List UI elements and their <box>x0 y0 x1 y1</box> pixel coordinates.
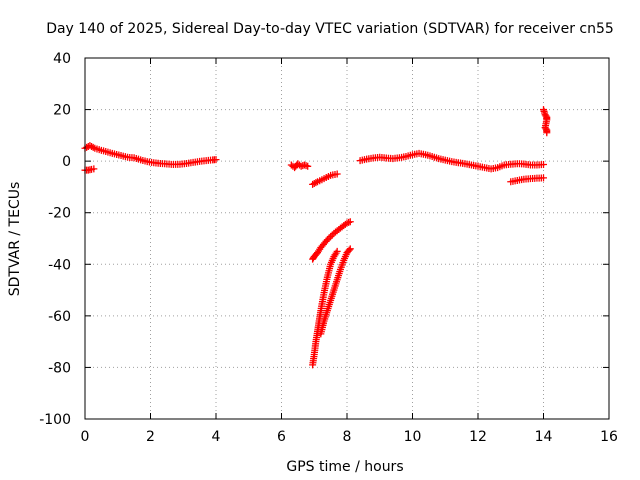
data-point <box>346 245 354 253</box>
data-point <box>333 170 341 178</box>
data-point <box>346 218 354 226</box>
series-arc-decay-3 <box>317 245 354 338</box>
x-tick-label: 4 <box>212 429 221 445</box>
plot-frame <box>84 57 610 420</box>
x-tick-label: 0 <box>81 429 90 445</box>
data-point <box>345 246 353 254</box>
series-arc-decay-2 <box>309 247 341 369</box>
axis-ticks: 0 2 4 6 8 10 12 14 16 -100 -80 -60 -40 -20 0 20 40 <box>39 51 618 445</box>
y-tick-label: 40 <box>53 51 71 67</box>
data-point <box>212 156 220 164</box>
data-point <box>90 165 98 173</box>
data-point <box>323 236 331 244</box>
data-point <box>325 234 333 242</box>
series-arc-six <box>287 160 312 172</box>
series-arc-spike <box>540 106 551 137</box>
series-arc-late-neg <box>507 174 547 186</box>
data-point <box>333 247 341 255</box>
data-point <box>312 179 320 187</box>
x-tick-label: 14 <box>535 429 553 445</box>
x-tick-label: 12 <box>469 429 487 445</box>
x-tick-label: 8 <box>343 429 352 445</box>
series-arc-decay-1 <box>309 218 354 263</box>
y-tick-label: -100 <box>39 412 71 428</box>
series-arc-day <box>356 149 547 173</box>
y-tick-label: 0 <box>62 154 71 170</box>
data-point <box>327 233 335 241</box>
y-axis-label: SDTVAR / TECUs <box>7 182 23 297</box>
data-series <box>81 106 551 369</box>
y-tick-label: -60 <box>48 309 71 325</box>
y-tick-label: -80 <box>48 360 71 376</box>
y-tick-label: 20 <box>53 103 71 119</box>
x-tick-label: 10 <box>404 429 422 445</box>
x-tick-label: 6 <box>277 429 286 445</box>
series-arc-short-neg <box>309 170 341 188</box>
data-point <box>540 174 547 182</box>
grid-lines <box>85 58 609 419</box>
chart-title: Day 140 of 2025, Sidereal Day-to-day VTE… <box>46 21 614 37</box>
y-tick-label: -20 <box>48 206 71 222</box>
series-arc-morning <box>81 142 220 168</box>
data-point <box>89 143 97 151</box>
data-point <box>543 129 551 137</box>
x-tick-label: 16 <box>600 429 618 445</box>
y-tick-label: -40 <box>48 257 71 273</box>
data-point <box>540 160 547 168</box>
data-point <box>83 143 91 151</box>
data-point <box>304 162 312 170</box>
x-tick-label: 2 <box>146 429 155 445</box>
series-arc-early-offset <box>81 165 98 174</box>
x-axis-label: GPS time / hours <box>286 459 403 475</box>
